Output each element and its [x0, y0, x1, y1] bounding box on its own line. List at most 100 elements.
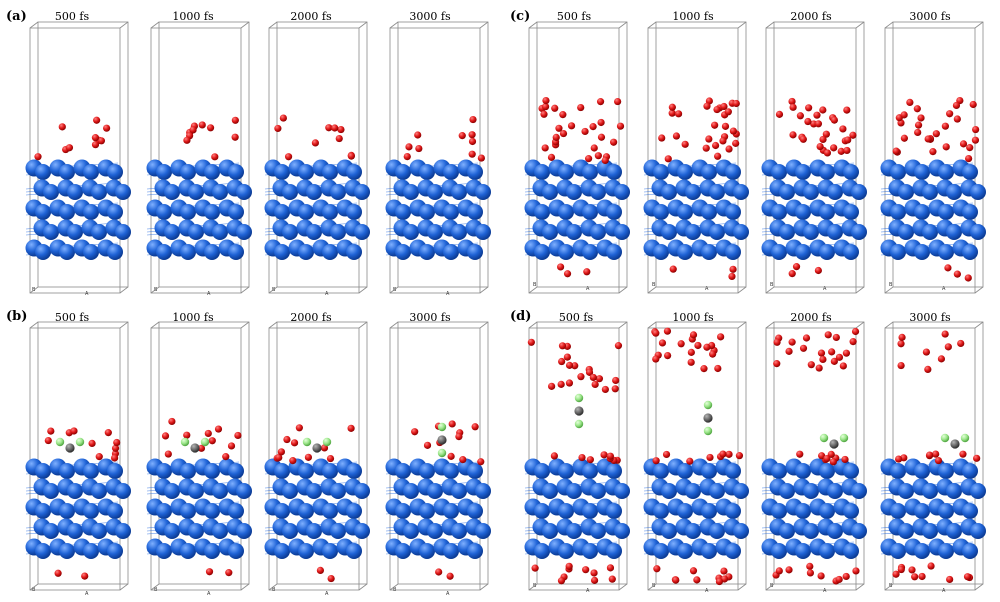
oxygen-atom [578, 453, 586, 462]
cell-edge [884, 286, 894, 294]
oxygen-atom [815, 364, 823, 372]
substrate-atom [298, 463, 314, 479]
substrate-atom [180, 543, 196, 559]
oxygen-atom [724, 108, 732, 116]
cell-edge [855, 321, 865, 329]
oxygen-atom [694, 341, 702, 350]
substrate-atom [228, 164, 244, 180]
substrate-atom [115, 224, 131, 240]
oxygen-atom [946, 575, 954, 584]
substrate-atom [395, 204, 411, 220]
oxygen-atom [567, 122, 576, 130]
oxygen-atom [590, 576, 599, 584]
substrate-atom [843, 204, 859, 220]
oxygen-atom [563, 270, 572, 278]
panel-label-c: (c) [510, 9, 531, 24]
cell-edge [479, 286, 489, 294]
cell-edge [884, 583, 894, 591]
substrate-atom [427, 224, 443, 240]
oxygen-atom [231, 133, 239, 141]
substrate-atom [843, 244, 859, 260]
substrate-atom [67, 184, 83, 200]
oxygen-atom [586, 456, 594, 464]
substrate-atom [395, 463, 411, 479]
oxygen-atom [327, 574, 335, 583]
substrate-atom [962, 204, 978, 220]
substrate-atom [677, 503, 693, 519]
substrate-atom [914, 503, 930, 519]
oxygen-atom [720, 567, 728, 575]
substrate-atom [180, 463, 196, 479]
substrate-atom [938, 244, 954, 260]
snapshot-b-3-cell [268, 321, 368, 591]
oxygen-atom [97, 137, 106, 145]
substrate-atom [59, 204, 75, 220]
substrate-atom [346, 204, 362, 220]
substrate-atom [282, 184, 298, 200]
substrate-atom [685, 523, 701, 539]
oxygen-atom [693, 576, 701, 584]
time-label-c-3: 2000 fs [790, 10, 832, 23]
cell-edge [358, 321, 368, 329]
cell-edge [389, 21, 399, 29]
substrate-atom [685, 184, 701, 200]
substrate-atom [306, 523, 322, 539]
substrate-atom [107, 543, 123, 559]
substrate-atom [467, 463, 483, 479]
oxygen-atom [113, 438, 121, 447]
cell-back-face [773, 321, 865, 585]
substrate-atom [107, 204, 123, 220]
cell-edge [855, 286, 865, 294]
cell-edge [119, 583, 129, 591]
substrate-atom [827, 184, 843, 200]
axis-label-a: A [823, 286, 827, 292]
oxygen-atom [304, 453, 313, 461]
cell-edge [647, 321, 657, 329]
substrate-atom [403, 184, 419, 200]
substrate-atom [558, 503, 574, 519]
substrate-atom [962, 503, 978, 519]
substrate-atom [451, 224, 467, 240]
substrate-atom [427, 483, 443, 499]
substrate-atom [451, 483, 467, 499]
oxygen-atom [672, 132, 681, 140]
cell-back-face [397, 321, 489, 585]
oxygen-atom [721, 122, 730, 130]
axis-label-a: A [207, 291, 211, 297]
substrate-atom [843, 164, 859, 180]
substrate-atom [228, 543, 244, 559]
oxygen-atom [198, 121, 206, 129]
time-label-b-1: 500 fs [54, 311, 90, 324]
cell-edge [737, 583, 747, 591]
substrate-atom [395, 244, 411, 260]
substrate-atom [35, 543, 51, 559]
substrate-atom [346, 244, 362, 260]
substrate-atom [282, 523, 298, 539]
substrate-atom [306, 224, 322, 240]
oxygen-atom [830, 357, 838, 365]
oxygen-atom [732, 99, 740, 108]
oxygen-atom [830, 116, 838, 124]
substrate-atom [946, 224, 962, 240]
substrate-atom [204, 463, 220, 479]
substrate-atom [890, 543, 906, 559]
substrate-atom [653, 164, 669, 180]
oxygen-atom [556, 263, 565, 271]
substrate-atom [566, 523, 582, 539]
axis-label-a: A [85, 291, 89, 297]
oxygen-atom [612, 376, 620, 385]
oxygen-atom [714, 152, 722, 160]
substrate-atom [91, 184, 107, 200]
oxygen-atom [832, 333, 840, 342]
cell-back-face [536, 321, 628, 585]
substrate-atom [298, 164, 314, 180]
oxygen-atom [597, 133, 606, 141]
substrate-atom [164, 224, 180, 240]
substrate-atom [771, 503, 787, 519]
fluorine-atom [75, 437, 85, 447]
oxygen-atom [926, 451, 934, 459]
oxygen-atom [471, 423, 479, 431]
substrate-atom [306, 483, 322, 499]
carbon-atom [312, 443, 322, 453]
